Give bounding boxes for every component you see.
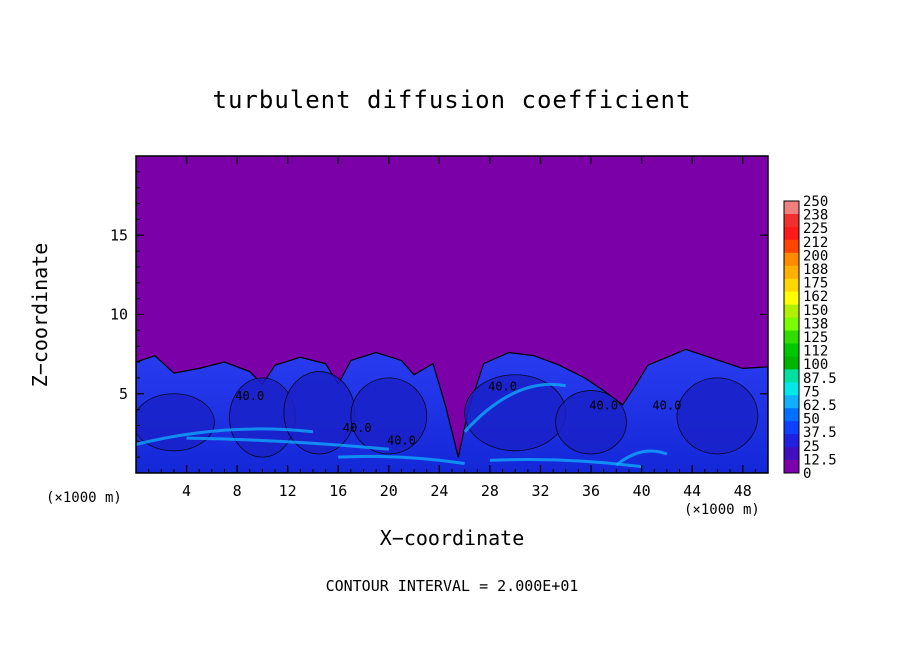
- colorbar-swatch: [784, 460, 799, 474]
- colorbar: 2502382252122001881751621501381251121008…: [783, 194, 837, 482]
- colorbar-label: 200: [803, 248, 828, 264]
- cyan-filament: [136, 427, 314, 446]
- cyan-filament: [338, 454, 465, 465]
- y-tick-label: 10: [110, 306, 128, 324]
- plot-area: 40.0 40.0 40.0 40.0 40.0 40.0: [136, 156, 768, 473]
- colorbar-label: 250: [803, 194, 828, 210]
- colorbar-label: 37.5: [803, 425, 837, 441]
- colorbar-label: 150: [803, 303, 828, 319]
- x-tick-label: 24: [430, 482, 448, 500]
- colorbar-label: 100: [803, 357, 828, 373]
- colorbar-swatch: [784, 447, 799, 461]
- x-unit-left: (×1000 m): [46, 490, 122, 506]
- colorbar-swatch: [784, 317, 799, 332]
- colorbar-label: 138: [803, 316, 828, 332]
- colorbar-label: 50: [803, 412, 820, 428]
- colorbar-swatch: [784, 408, 799, 422]
- colorbar-swatch: [784, 239, 799, 254]
- contour-label: 40.0: [488, 380, 517, 394]
- colorbar-label: 75: [803, 384, 820, 400]
- x-tick-label: 20: [380, 482, 398, 500]
- colorbar-swatch: [784, 278, 799, 293]
- colorbar-swatch: [784, 201, 799, 215]
- cyan-filament: [489, 458, 642, 469]
- contour-label: 40.0: [652, 399, 681, 413]
- x-tick-label: 44: [683, 482, 701, 500]
- x-tick-label: 48: [734, 482, 752, 500]
- colorbar-label: 12.5: [803, 452, 837, 468]
- x-tick-label: 36: [582, 482, 600, 500]
- colorbar-label: 25: [803, 439, 820, 455]
- colorbar-swatch: [784, 226, 799, 241]
- y-axis-label: Z−coordinate: [28, 242, 52, 388]
- colorbar-label: 0: [803, 466, 811, 482]
- colorbar-label: 188: [803, 262, 828, 278]
- x-tick-label: 8: [233, 482, 242, 500]
- contour-interval-note: CONTOUR INTERVAL = 2.000E+01: [325, 577, 579, 595]
- chart-title: turbulent diffusion coefficient: [212, 86, 692, 114]
- colorbar-swatch: [784, 252, 799, 267]
- colorbar-label: 175: [803, 276, 828, 292]
- cyan-filament: [463, 382, 567, 433]
- x-tick-label: 12: [279, 482, 297, 500]
- colorbar-swatch: [784, 213, 799, 228]
- field-layer: 40.0 40.0 40.0 40.0 40.0 40.0: [136, 156, 768, 473]
- x-unit-right: (×1000 m): [684, 502, 760, 518]
- colorbar-label: 87.5: [803, 371, 837, 387]
- eddy-core: [555, 390, 627, 455]
- y-tick-label: 5: [119, 385, 128, 403]
- x-tick-label: 4: [182, 482, 191, 500]
- colorbar-label: 162: [803, 289, 828, 305]
- cyan-filament: [186, 436, 389, 451]
- colorbar-label: 62.5: [803, 398, 837, 414]
- contour-label: 40.0: [387, 433, 416, 447]
- y-tick-label: 15: [110, 226, 128, 244]
- colorbar-swatch: [784, 265, 799, 280]
- colorbar-label: 125: [803, 330, 828, 346]
- colorbar-swatch: [784, 304, 799, 319]
- x-tick-label: 28: [481, 482, 499, 500]
- colorbar-swatch: [784, 330, 799, 344]
- colorbar-swatch: [784, 291, 799, 306]
- colorbar-swatch: [784, 434, 799, 448]
- x-tick-label: 40: [633, 482, 651, 500]
- x-axis-label: X−coordinate: [379, 526, 525, 550]
- x-tick-label: 16: [329, 482, 347, 500]
- colorbar-label: 225: [803, 221, 828, 237]
- colorbar-swatch: [784, 343, 799, 357]
- colorbar-label: 212: [803, 235, 828, 251]
- colorbar-swatch: [784, 369, 799, 383]
- colorbar-swatch: [784, 395, 799, 409]
- colorbar-frame: [783, 200, 800, 474]
- contour-label: 40.0: [589, 399, 618, 413]
- colorbar-swatch: [784, 382, 799, 396]
- eddy-core: [350, 377, 428, 455]
- cyan-filament: [615, 449, 668, 467]
- colorbar-label: 112: [803, 344, 828, 360]
- x-tick-label: 32: [531, 482, 549, 500]
- colorbar-swatch: [784, 356, 799, 370]
- colorbar-swatch: [784, 421, 799, 435]
- contour-label: 40.0: [235, 389, 264, 403]
- contour-label: 40.0: [343, 421, 372, 435]
- eddy-core: [136, 393, 215, 452]
- eddy-core: [676, 377, 759, 455]
- colorbar-label: 238: [803, 208, 828, 224]
